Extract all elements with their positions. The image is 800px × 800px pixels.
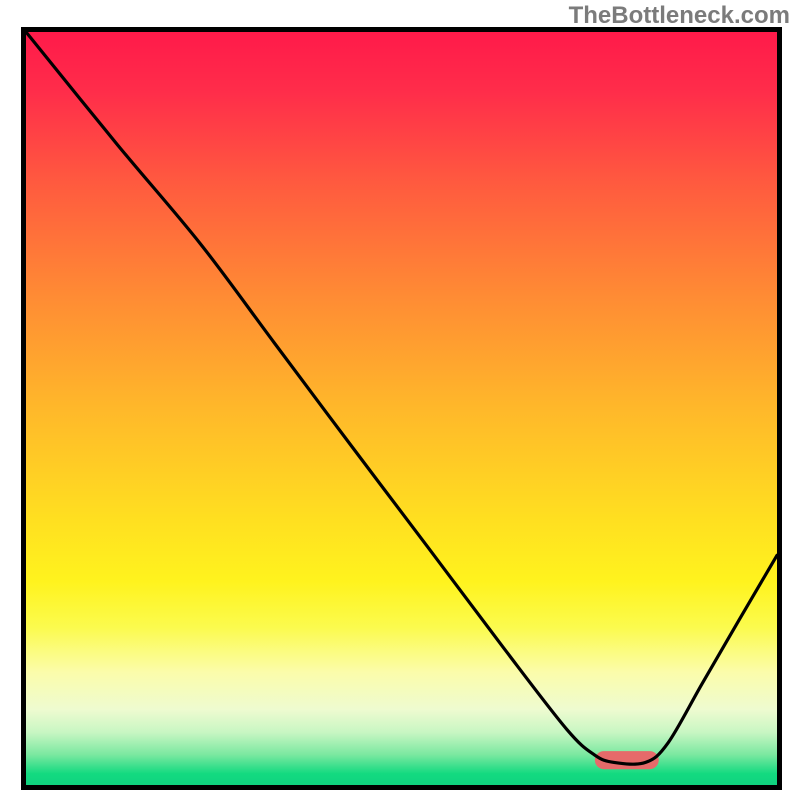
watermark-text: TheBottleneck.com [569, 2, 790, 30]
curve-layer [26, 32, 777, 785]
plot-area [26, 32, 777, 785]
bottleneck-curve [26, 32, 777, 764]
